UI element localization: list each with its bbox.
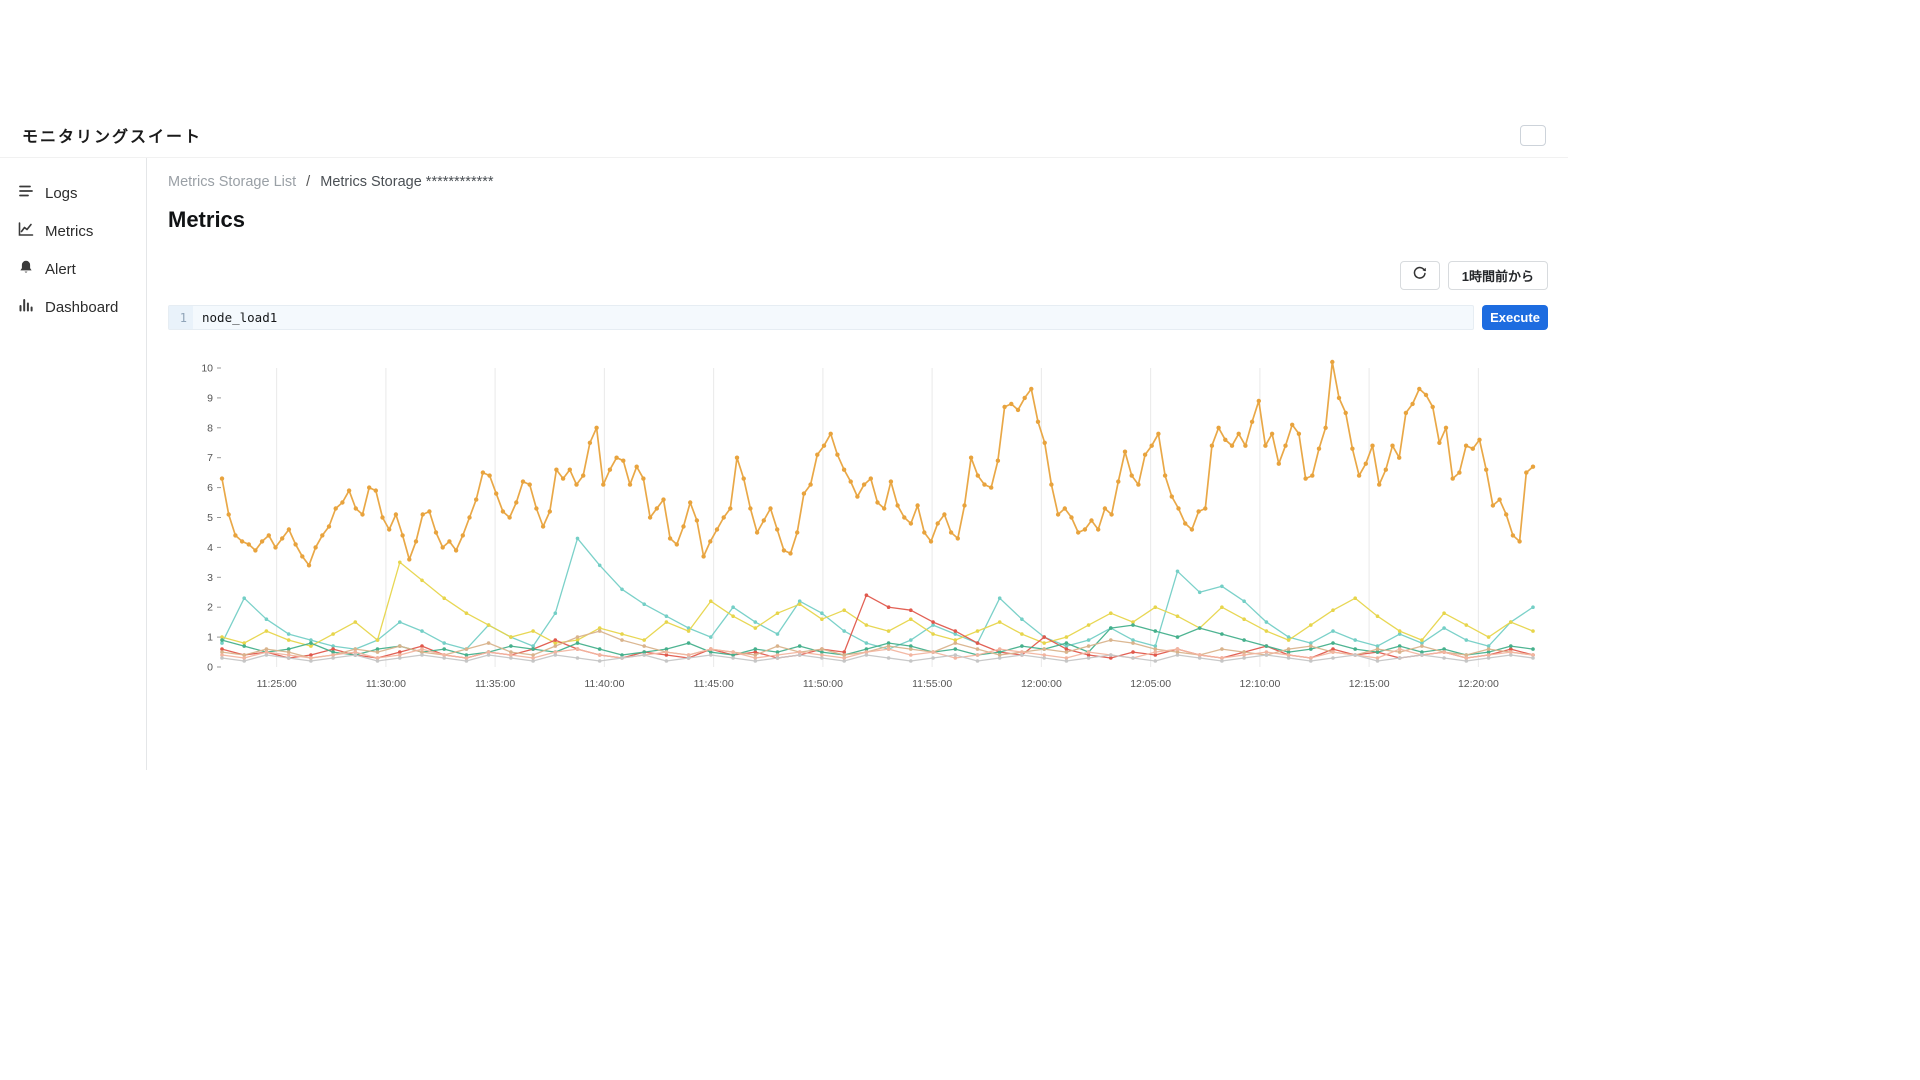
alert-icon	[18, 259, 34, 279]
svg-text:9: 9	[207, 392, 213, 404]
svg-text:11:45:00: 11:45:00	[694, 678, 734, 690]
query-editor[interactable]: 1 node_load1	[168, 305, 1474, 330]
chart-controls: 1時間前から	[168, 261, 1548, 290]
chart-container: 11:25:00 11:30:00 11:35:00 11:40:00 11:45:00…	[182, 354, 1548, 704]
svg-text:11:30:00: 11:30:00	[366, 678, 406, 690]
execute-button[interactable]: Execute	[1482, 305, 1548, 330]
panel-toggle-button[interactable]	[1520, 124, 1546, 146]
svg-text:12:20:00: 12:20:00	[1458, 678, 1499, 690]
metrics-chart: 11:25:00 11:30:00 11:35:00 11:40:00 11:45:00…	[201, 359, 1536, 690]
svg-text:12:05:00: 12:05:00	[1130, 678, 1171, 690]
svg-text:11:35:00: 11:35:00	[475, 678, 515, 690]
svg-text:0: 0	[207, 662, 213, 674]
svg-text:11:50:00: 11:50:00	[803, 678, 843, 690]
dashboard-icon	[18, 297, 34, 317]
breadcrumb-parent-link[interactable]: Metrics Storage List	[168, 174, 297, 190]
app-title: モニタリングスイート	[22, 129, 203, 146]
breadcrumb: Metrics Storage List / Metrics Storage *…	[168, 174, 1548, 190]
query-row: 1 node_load1 Execute	[168, 305, 1548, 330]
refresh-button[interactable]	[1399, 261, 1440, 290]
svg-text:12:00:00: 12:00:00	[1021, 678, 1062, 690]
sidebar-item-alert[interactable]: Alert	[0, 250, 146, 288]
app-body: Logs Metrics Alert	[0, 157, 1568, 770]
breadcrumb-separator: /	[306, 174, 311, 190]
svg-text:6: 6	[207, 482, 213, 494]
svg-text:7: 7	[207, 452, 213, 464]
svg-text:8: 8	[207, 422, 213, 434]
svg-text:11:55:00: 11:55:00	[912, 678, 952, 690]
monitoring-suite-app: モニタリングスイート Logs Metrics	[0, 113, 1568, 770]
sidebar-item-label: Alert	[45, 260, 76, 278]
time-range-button[interactable]: 1時間前から	[1447, 261, 1548, 290]
svg-text:1: 1	[207, 632, 213, 644]
logs-icon	[18, 183, 34, 203]
sidebar-item-dashboard[interactable]: Dashboard	[0, 288, 146, 326]
sidebar-item-logs[interactable]: Logs	[0, 174, 146, 212]
svg-text:5: 5	[207, 512, 213, 524]
svg-text:2: 2	[207, 602, 213, 614]
svg-text:3: 3	[207, 572, 213, 584]
line-number-gutter: 1	[169, 306, 193, 329]
svg-text:12:15:00: 12:15:00	[1349, 678, 1390, 690]
svg-text:11:25:00: 11:25:00	[257, 678, 297, 690]
svg-text:11:40:00: 11:40:00	[584, 678, 624, 690]
breadcrumb-current: Metrics Storage ************	[320, 174, 494, 190]
sidebar: Logs Metrics Alert	[0, 158, 147, 770]
sidebar-item-metrics[interactable]: Metrics	[0, 212, 146, 250]
svg-text:4: 4	[207, 542, 213, 554]
main-content: Metrics Storage List / Metrics Storage *…	[147, 158, 1568, 770]
svg-text:10: 10	[201, 363, 213, 375]
sidebar-item-label: Dashboard	[45, 298, 119, 316]
svg-text:12:10:00: 12:10:00	[1239, 678, 1280, 690]
page-title: Metrics	[168, 207, 246, 232]
refresh-icon	[1412, 266, 1427, 286]
sidebar-item-label: Metrics	[45, 222, 94, 240]
metrics-icon	[18, 221, 34, 241]
app-header: モニタリングスイート	[0, 113, 1568, 157]
query-input[interactable]: node_load1	[202, 310, 278, 325]
sidebar-item-label: Logs	[45, 184, 78, 202]
